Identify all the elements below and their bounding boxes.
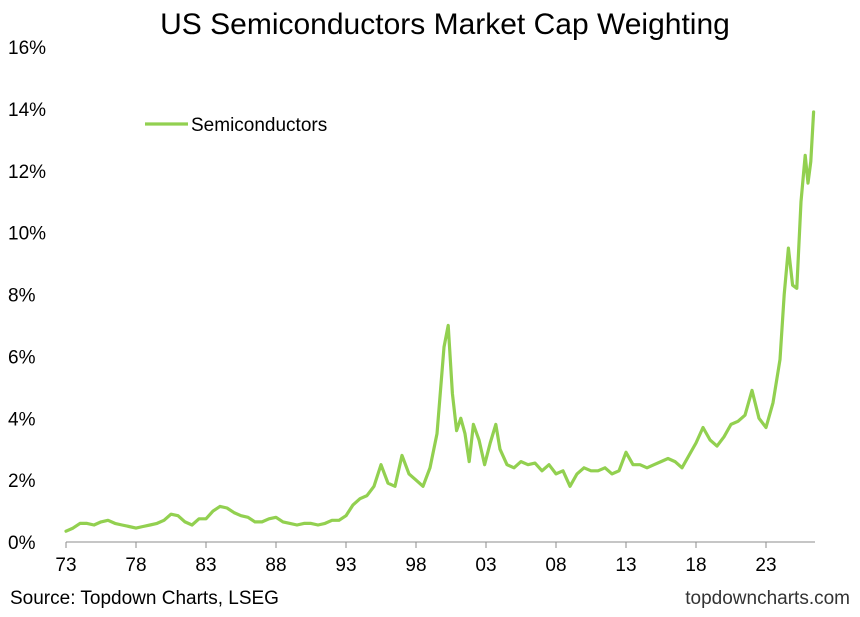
- y-axis: 0% 2% 4% 6% 8% 10% 12% 14% 16%: [8, 38, 46, 554]
- x-tick-label: 78: [125, 555, 146, 576]
- x-tick-label: 83: [195, 555, 216, 576]
- x-tick-label: 73: [55, 555, 76, 576]
- x-tick-label: 23: [755, 555, 776, 576]
- source-note: Source: Topdown Charts, LSEG: [10, 588, 279, 609]
- y-tick-label: 8%: [8, 286, 36, 307]
- legend: Semiconductors: [145, 115, 327, 136]
- x-tick-label: 08: [545, 555, 566, 576]
- x-tick-label: 98: [405, 555, 426, 576]
- x-axis: 73 78 83 88 93 98 03 08 13 18 23: [55, 541, 815, 576]
- x-tick-label: 18: [685, 555, 706, 576]
- y-tick-label: 12%: [8, 162, 46, 183]
- x-tick-label: 03: [475, 555, 496, 576]
- y-tick-label: 4%: [8, 409, 36, 430]
- series-line-semiconductors: [64, 110, 816, 533]
- y-tick-label: 6%: [8, 347, 36, 368]
- brand-watermark: topdowncharts.com: [685, 588, 850, 609]
- x-tick-label: 13: [615, 555, 636, 576]
- chart-title: US Semiconductors Market Cap Weighting: [160, 8, 730, 41]
- y-tick-label: 0%: [8, 533, 36, 554]
- legend-label: Semiconductors: [191, 115, 327, 136]
- y-tick-label: 10%: [8, 224, 46, 245]
- plot-area: [64, 110, 816, 533]
- y-tick-label: 2%: [8, 471, 36, 492]
- x-tick-label: 88: [265, 555, 286, 576]
- y-tick-label: 14%: [8, 100, 46, 121]
- y-tick-label: 16%: [8, 38, 46, 59]
- x-tick-label: 93: [335, 555, 356, 576]
